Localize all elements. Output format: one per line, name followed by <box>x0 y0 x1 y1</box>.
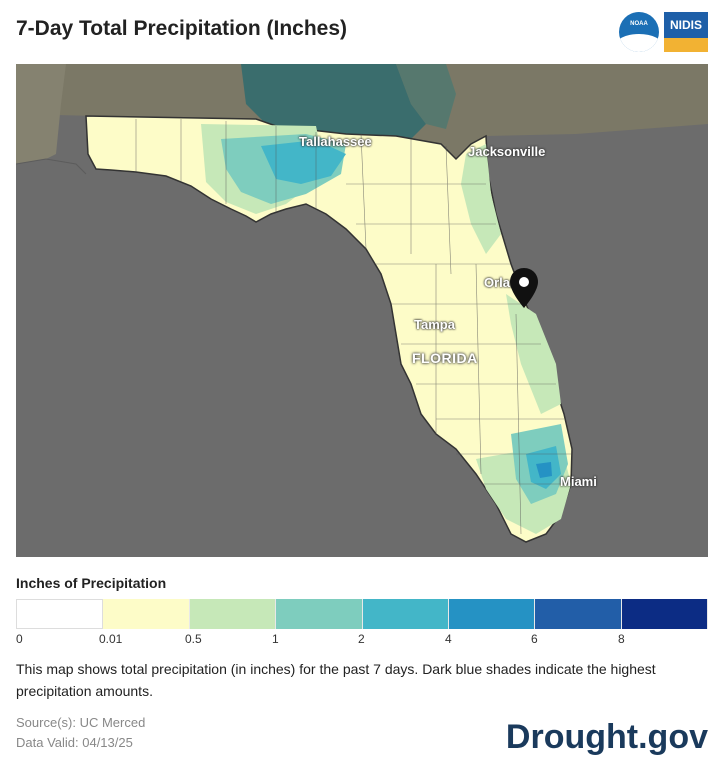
legend-tick-labels: 0 0.01 0.5 1 2 4 6 8 <box>16 632 708 648</box>
county-lines <box>135 119 571 535</box>
page-title: 7-Day Total Precipitation (Inches) <box>16 17 348 40</box>
legend-swatch <box>189 599 277 629</box>
legend-tick-label: 0 <box>16 632 23 646</box>
noaa-logo-wave <box>619 34 659 52</box>
precip-blue-1 <box>261 140 346 184</box>
legend-swatch <box>16 599 104 629</box>
map-pin-icon[interactable] <box>510 268 538 308</box>
legend-tick-label: 4 <box>445 632 452 646</box>
nidis-logo-stripe <box>664 38 708 52</box>
legend-swatch <box>535 599 622 629</box>
legend-color-bar <box>16 599 708 629</box>
map-canvas <box>16 64 708 543</box>
legend-tick-label: 0.5 <box>185 632 202 646</box>
neighbor-states-lower <box>16 64 66 164</box>
florida-shape <box>85 115 573 543</box>
nidis-logo[interactable]: NIDIS <box>664 12 708 52</box>
georgia-precip <box>241 64 426 139</box>
legend-swatch <box>362 599 449 629</box>
city-label-tampa: Tampa <box>414 317 455 332</box>
nidis-logo-text: NIDIS <box>664 12 708 38</box>
source-info: Source(s): UC Merced Data Valid: 04/13/2… <box>16 713 145 753</box>
source-line: Source(s): UC Merced <box>16 715 146 730</box>
precip-blue-3 <box>536 462 552 478</box>
drought-gov-brand[interactable]: Drought.gov <box>505 718 708 756</box>
state-label-florida: FLORIDA <box>412 350 478 366</box>
data-valid-line: Data Valid: 04/13/25 <box>16 735 133 750</box>
legend-swatch <box>103 599 190 629</box>
map-description: This map shows total precipitation (in i… <box>16 661 656 699</box>
city-label-tallahassee: Tallahassee <box>299 134 372 149</box>
legend-tick-label: 6 <box>531 632 538 646</box>
legend-title: Inches of Precipitation <box>16 575 167 591</box>
legend-swatch <box>448 599 536 629</box>
precip-green-2 <box>461 144 501 254</box>
georgia-precip-light <box>396 64 456 129</box>
legend-tick-label: 0.01 <box>99 632 123 646</box>
city-label-miami: Miami <box>560 474 597 489</box>
noaa-logo-text: NOAA <box>630 21 648 27</box>
logo-group: NOAA NIDIS <box>619 12 708 52</box>
legend-tick-label: 1 <box>272 632 279 646</box>
legend-swatch <box>621 599 708 629</box>
legend-swatch <box>276 599 363 629</box>
precipitation-map[interactable]: Tallahassee Jacksonville Orlando Tampa F… <box>16 64 708 557</box>
legend-tick-label: 8 <box>618 632 625 646</box>
city-label-jacksonville: Jacksonville <box>468 144 546 159</box>
coast-bg <box>16 158 87 175</box>
legend-tick-label: 2 <box>358 632 365 646</box>
noaa-logo[interactable]: NOAA <box>619 12 659 52</box>
